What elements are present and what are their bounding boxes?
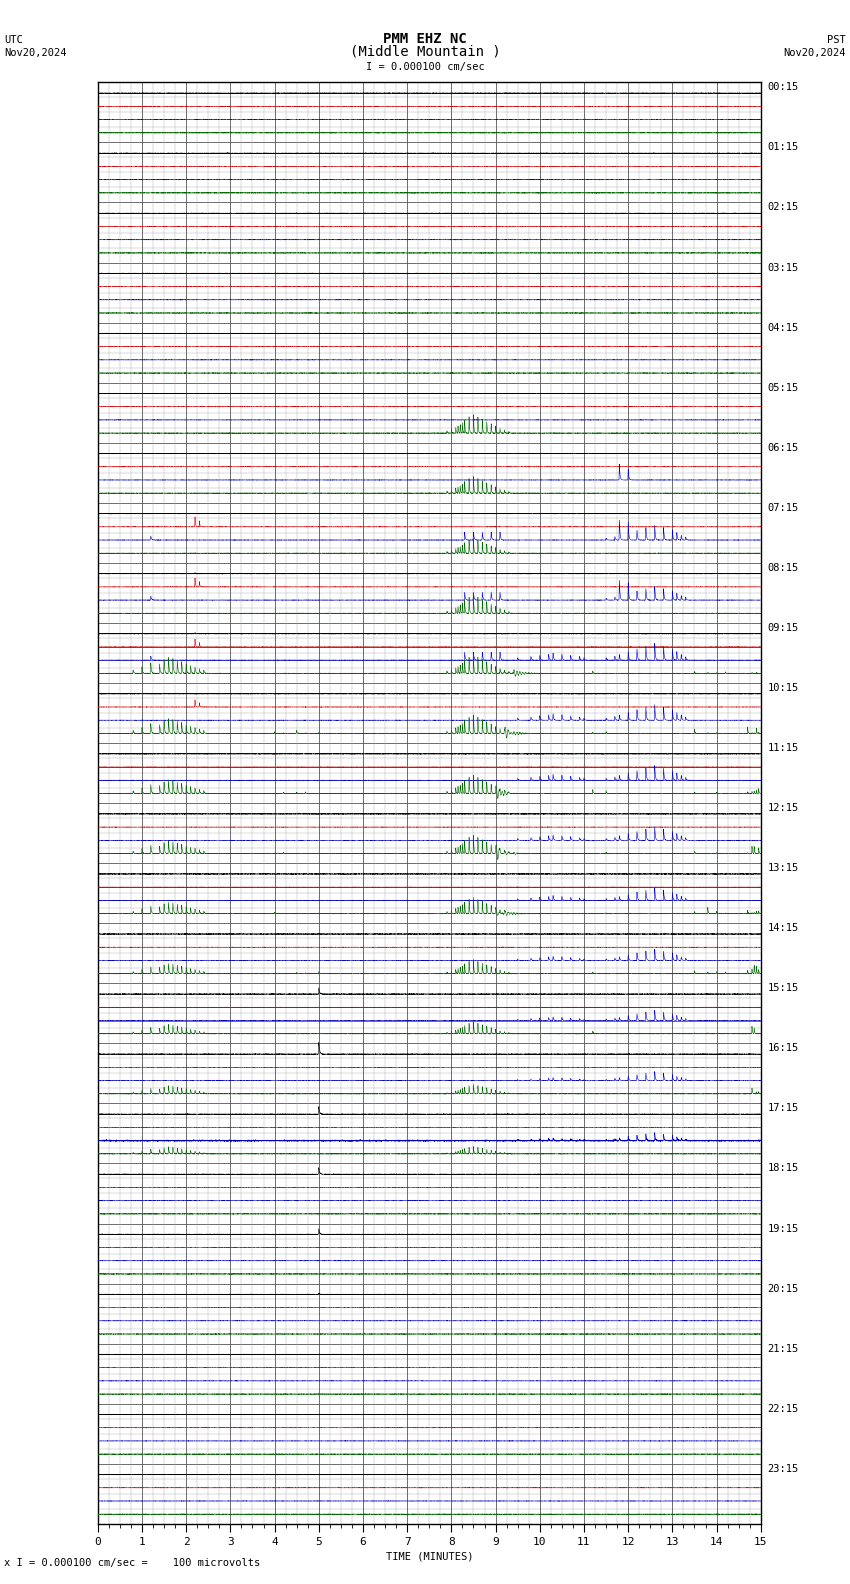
Text: 11:15: 11:15 xyxy=(768,743,799,752)
Text: (Middle Mountain ): (Middle Mountain ) xyxy=(349,44,501,59)
Text: 10:15: 10:15 xyxy=(768,683,799,692)
Text: 23:15: 23:15 xyxy=(768,1464,799,1473)
Text: 18:15: 18:15 xyxy=(768,1163,799,1174)
Text: I = 0.000100 cm/sec: I = 0.000100 cm/sec xyxy=(366,62,484,71)
Text: 15:15: 15:15 xyxy=(768,984,799,993)
Text: 19:15: 19:15 xyxy=(768,1223,799,1234)
Text: Nov20,2024: Nov20,2024 xyxy=(783,48,846,57)
Text: 21:15: 21:15 xyxy=(768,1343,799,1354)
Text: 20:15: 20:15 xyxy=(768,1283,799,1294)
Text: UTC: UTC xyxy=(4,35,23,44)
Text: 09:15: 09:15 xyxy=(768,623,799,634)
Text: 02:15: 02:15 xyxy=(768,203,799,212)
Text: 04:15: 04:15 xyxy=(768,323,799,333)
Text: 05:15: 05:15 xyxy=(768,383,799,393)
X-axis label: TIME (MINUTES): TIME (MINUTES) xyxy=(386,1551,473,1562)
Text: 14:15: 14:15 xyxy=(768,923,799,933)
Text: x I = 0.000100 cm/sec =    100 microvolts: x I = 0.000100 cm/sec = 100 microvolts xyxy=(4,1559,260,1568)
Text: 22:15: 22:15 xyxy=(768,1403,799,1413)
Text: 17:15: 17:15 xyxy=(768,1104,799,1114)
Text: 03:15: 03:15 xyxy=(768,263,799,272)
Text: 13:15: 13:15 xyxy=(768,863,799,873)
Text: Nov20,2024: Nov20,2024 xyxy=(4,48,67,57)
Text: 00:15: 00:15 xyxy=(768,82,799,92)
Text: PMM EHZ NC: PMM EHZ NC xyxy=(383,32,467,46)
Text: 08:15: 08:15 xyxy=(768,562,799,573)
Text: PST: PST xyxy=(827,35,846,44)
Text: 16:15: 16:15 xyxy=(768,1044,799,1053)
Text: 01:15: 01:15 xyxy=(768,143,799,152)
Text: 06:15: 06:15 xyxy=(768,444,799,453)
Text: 12:15: 12:15 xyxy=(768,803,799,813)
Text: 07:15: 07:15 xyxy=(768,502,799,513)
